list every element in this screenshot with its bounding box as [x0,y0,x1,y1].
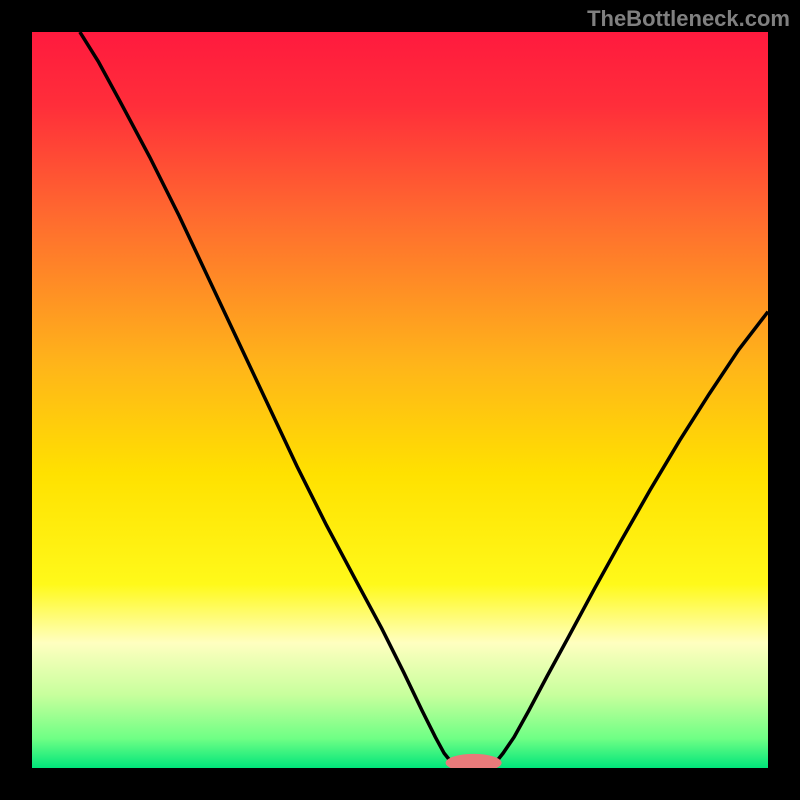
chart-container: TheBottleneck.com [0,0,800,800]
bottleneck-chart [0,0,800,800]
watermark-text: TheBottleneck.com [587,6,790,32]
